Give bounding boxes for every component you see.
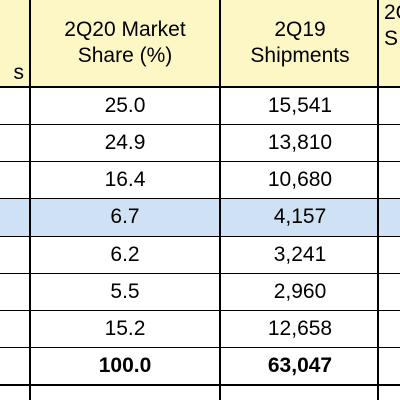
share-cell: 16.4 — [104, 167, 146, 191]
header-2q19-line-2: Shipments — [250, 44, 350, 67]
vendor-cell — [0, 161, 30, 198]
grid-line — [29, 0, 31, 400]
grid-line — [0, 161, 400, 162]
grid-line — [0, 310, 400, 311]
vendor-cell — [0, 198, 30, 236]
table-row: 25.0 15,541 — [0, 87, 400, 124]
next-column-cell — [380, 310, 400, 347]
table-row: 6.2 3,241 — [0, 236, 400, 273]
vendor-cell — [0, 124, 30, 161]
header-right-line-2: S — [384, 27, 399, 50]
grid-line — [0, 236, 400, 237]
shipments-cell: 15,541 — [267, 93, 333, 117]
next-column-cell — [380, 124, 400, 161]
grid-line — [0, 124, 400, 125]
vendor-cell — [0, 87, 30, 124]
next-column-cell — [380, 236, 400, 273]
share-cell: 5.5 — [110, 279, 140, 303]
table-row: 15.2 12,658 — [0, 310, 400, 347]
share-cell: 25.0 — [104, 93, 146, 117]
shipments-cell: 10,680 — [267, 167, 333, 191]
header-cell-right-partial: 2Q S — [380, 0, 400, 86]
header-2q20-line-1: 2Q20 Market — [64, 18, 186, 41]
header-cell-2q20-market-share: 2Q20 Market Share (%) — [30, 0, 220, 86]
vendor-cell — [0, 310, 30, 347]
next-column-cell — [380, 87, 400, 124]
total-shipments-cell: 63,047 — [267, 353, 333, 377]
table-row: 16.4 10,680 — [0, 161, 400, 198]
header-right-line-1: 2Q — [384, 1, 400, 24]
header-2q19-line-1: 2Q19 — [274, 18, 326, 41]
total-row: 100.0 63,047 — [0, 347, 400, 384]
table-row: 5.5 2,960 — [0, 273, 400, 310]
grid-line — [0, 347, 400, 348]
grid-line — [0, 384, 400, 386]
share-cell: 6.7 — [110, 205, 140, 228]
header-2q20-line-2: Share (%) — [77, 44, 173, 67]
shipments-cell: 4,157 — [273, 205, 327, 228]
share-cell: 6.2 — [110, 242, 140, 266]
share-cell: 15.2 — [104, 316, 146, 340]
shipments-cell: 2,960 — [273, 279, 327, 303]
next-column-cell — [380, 273, 400, 310]
header-left-line-1: s — [13, 61, 25, 84]
total-share-cell: 100.0 — [98, 353, 152, 377]
grid-line — [0, 273, 400, 274]
next-column-cell — [380, 161, 400, 198]
shipments-cell: 3,241 — [273, 242, 327, 266]
share-cell: 24.9 — [104, 130, 146, 154]
header-row: s 2Q20 Market Share (%) 2Q19 Shipments 2… — [0, 0, 400, 86]
grid-line — [0, 86, 400, 88]
vendor-cell — [0, 347, 30, 384]
vendor-cell — [0, 273, 30, 310]
next-column-cell — [380, 347, 400, 384]
next-column-cell — [380, 198, 400, 236]
grid-line — [377, 0, 379, 400]
grid-line — [219, 0, 221, 400]
shipments-cell: 12,658 — [267, 316, 333, 340]
header-cell-left-partial: s — [0, 0, 30, 86]
header-cell-2q19-shipments: 2Q19 Shipments — [220, 0, 380, 86]
shipments-cell: 13,810 — [267, 130, 333, 154]
grid-line — [0, 198, 400, 199]
vendor-cell — [0, 236, 30, 273]
table-row-highlighted: 6.7 4,157 — [0, 198, 400, 236]
table-row: 24.9 13,810 — [0, 124, 400, 161]
